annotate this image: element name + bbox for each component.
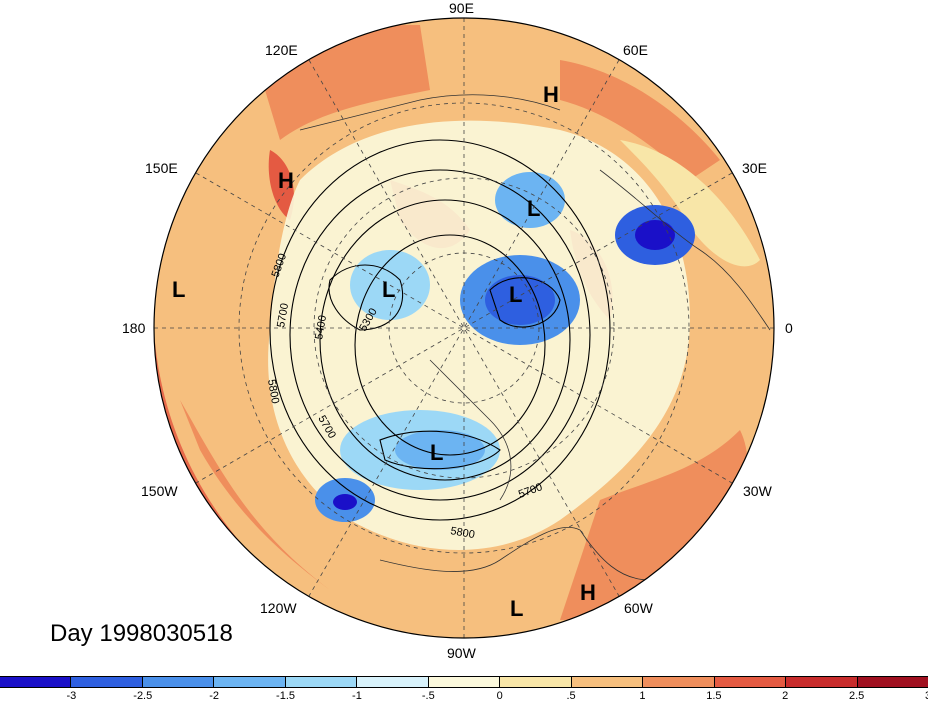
contour-label: 5800 — [449, 525, 475, 541]
contour-label: 5800 — [265, 378, 281, 404]
high-center-label: H — [580, 580, 596, 605]
colorbar-tick-label: 1.5 — [706, 690, 722, 702]
lon-label-0: 0 — [785, 320, 793, 336]
colorbar-tick-label: -1 — [352, 690, 362, 702]
colorbar-tick-label: -1.5 — [276, 690, 296, 702]
colorbar-tick-label: 2.5 — [848, 690, 865, 702]
high-center-label: H — [543, 82, 559, 107]
colorbar-swatch — [857, 677, 928, 687]
cold-anomaly-scandinavia-core — [635, 220, 675, 250]
day-label: Day 1998030518 — [50, 620, 233, 647]
colorbar-swatch — [71, 677, 143, 687]
colorbar-swatch — [0, 677, 72, 687]
colorbar-tick-label: -2.5 — [133, 690, 153, 702]
colorbar-swatch — [714, 677, 787, 687]
cold-anomaly-canada-core — [395, 430, 485, 470]
coastlines — [299, 94, 771, 581]
height-contours — [269, 139, 611, 521]
high-center-label: H — [278, 168, 294, 193]
low-center-label: L — [510, 596, 524, 621]
low-center-label: L — [172, 277, 186, 302]
colorbar-tick-label: -3 — [66, 690, 77, 702]
low-center-label: L — [509, 282, 523, 307]
colorbar-tick-label: 0 — [496, 690, 503, 702]
lon-label-60w: 60W — [624, 600, 653, 616]
lon-label-30e: 30E — [742, 160, 767, 176]
colorbar-swatch — [786, 677, 858, 687]
colorbar-swatch — [571, 677, 644, 687]
colorbar-tick-label: 2 — [782, 690, 789, 702]
low-center-label: L — [527, 196, 541, 221]
colorbar-swatch — [285, 677, 358, 687]
lon-label-150w: 150W — [141, 483, 178, 499]
cold-anomaly-northeast-pacific-core — [333, 494, 357, 510]
lon-label-180: 180 — [122, 320, 146, 336]
lon-label-120w: 120W — [260, 600, 297, 616]
neutral-anomaly-east — [620, 140, 760, 267]
lon-label-150e: 150E — [145, 160, 178, 176]
colorbar-swatch — [428, 677, 501, 687]
lon-label-120e: 120E — [265, 42, 298, 58]
map-border — [153, 17, 775, 639]
colorbar — [0, 676, 928, 688]
colorbar-swatch — [142, 677, 215, 687]
low-center-label: L — [382, 277, 396, 302]
colorbar-swatch — [643, 677, 715, 687]
colorbar-swatch — [357, 677, 429, 687]
graticule — [154, 18, 774, 638]
contour-label: 5700 — [275, 302, 291, 328]
warm-anomaly-north-pacific — [268, 150, 294, 220]
low-center-label: L — [430, 440, 444, 465]
lon-label-60e: 60E — [623, 42, 648, 58]
colorbar-tick-label: 3 — [925, 690, 928, 702]
colorbar-tick-label: -2 — [209, 690, 220, 702]
colorbar-tick-label: -.5 — [421, 690, 435, 702]
lon-label-90w: 90W — [447, 645, 476, 661]
colorbar-tick-label: .5 — [566, 690, 576, 702]
colorbar-tick-label: 1 — [639, 690, 646, 702]
cold-anomaly-greenland-core — [485, 275, 555, 325]
colorbar-swatch — [500, 677, 572, 687]
colorbar-swatch — [214, 677, 286, 687]
lon-label-30w: 30W — [743, 483, 772, 499]
warm-anomaly-europe — [560, 60, 720, 180]
lon-label-90e: 90E — [449, 0, 474, 16]
contour-label: 5400 — [313, 314, 329, 340]
